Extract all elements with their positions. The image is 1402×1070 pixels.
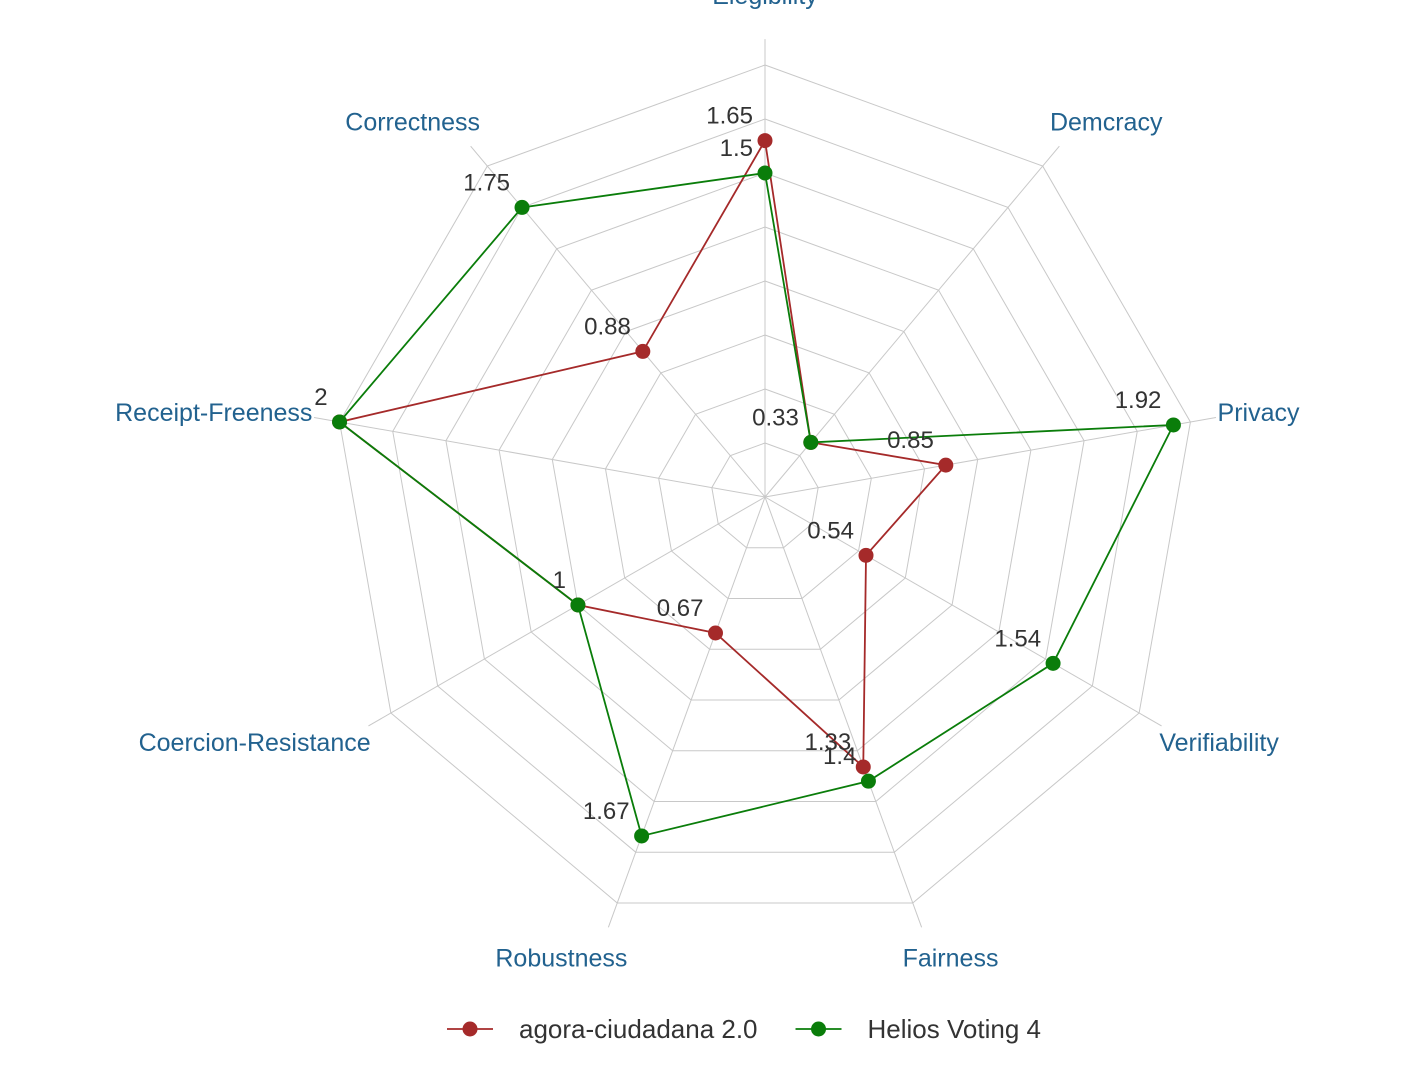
axis-label-verifiability: Verifiability: [1159, 729, 1279, 757]
legend-label-2: Helios Voting 4: [868, 1014, 1041, 1044]
data-point-1: [855, 759, 871, 775]
data-point-2: [514, 199, 530, 215]
data-point-2: [570, 597, 586, 613]
data-point-2: [634, 828, 650, 844]
data-label: 1.5: [720, 135, 753, 162]
grid-ring: [604, 334, 926, 650]
grid-spoke: [368, 496, 766, 727]
axis-label-correctness: Correctness: [345, 109, 480, 137]
grid-ring: [445, 172, 1085, 802]
grid-spoke: [764, 496, 923, 928]
grid: [313, 39, 1217, 928]
legend-marker-1: [462, 1021, 478, 1037]
data-label: 0.85: [887, 427, 934, 454]
data-label: 0.33: [752, 404, 799, 431]
data-point-2: [332, 414, 348, 430]
data-point-1: [708, 625, 724, 641]
grid-ring: [711, 442, 819, 549]
data-point-1: [635, 343, 651, 359]
grid-ring: [551, 280, 979, 701]
data-point-1: [938, 457, 954, 473]
grid-spoke: [764, 416, 1217, 498]
data-label: 0.88: [584, 313, 631, 340]
series-line-1: [337, 137, 948, 769]
grid-ring: [658, 388, 872, 599]
axis-label-demcracy: Demcracy: [1050, 109, 1163, 137]
grid-ring: [339, 64, 1191, 904]
data-label: 0.67: [657, 595, 704, 622]
data-label: 1.92: [1115, 387, 1162, 414]
grid-spoke: [607, 496, 766, 928]
series-line-2: [338, 171, 1175, 838]
data-label: 1.54: [994, 625, 1041, 652]
axis-label-elegibility: Elegibility: [712, 0, 818, 10]
data-point-2: [1045, 655, 1061, 671]
data-point-1: [858, 547, 874, 563]
data-label: 1.67: [583, 798, 630, 825]
data-point-2: [1165, 417, 1181, 433]
data-point-2: [803, 434, 819, 450]
grid-spoke: [764, 496, 1162, 727]
axis-label-fairness: Fairness: [903, 944, 999, 972]
grid-spoke: [313, 416, 766, 498]
data-label: 1.4: [823, 743, 856, 770]
legend-label-1: agora-ciudadana 2.0: [519, 1014, 758, 1044]
series: [332, 133, 1181, 844]
legend: agora-ciudadana 2.0 Helios Voting 4: [447, 1014, 1041, 1044]
data-label: 1: [553, 567, 566, 594]
legend-marker-2: [811, 1021, 827, 1037]
axis-label-robustness: Robustness: [495, 944, 627, 972]
data-label: 2: [314, 384, 327, 411]
grid-ring: [498, 226, 1032, 752]
labels: Elegibility Demcracy Privacy Verifiability F…: [115, 0, 1300, 972]
data-point-2: [860, 773, 876, 789]
axis-label-privacy: Privacy: [1218, 399, 1300, 427]
data-point-1: [757, 133, 773, 149]
grid-ring: [392, 118, 1138, 853]
axis-label-coercion-resistance: Coercion-Resistance: [139, 729, 371, 757]
data-label: 1.75: [463, 169, 510, 196]
data-label: 1.33: [805, 729, 852, 756]
data-label: 1.65: [706, 103, 753, 130]
data-point-2: [757, 165, 773, 181]
axis-label-receipt-freeness: Receipt-Freeness: [115, 399, 312, 427]
data-label: 0.54: [807, 517, 854, 544]
